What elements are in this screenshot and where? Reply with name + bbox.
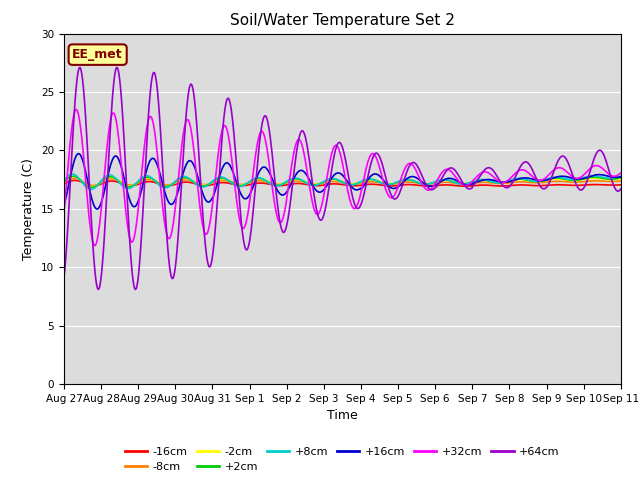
+2cm	[297, 177, 305, 183]
+32cm	[319, 199, 326, 204]
+64cm	[308, 181, 316, 187]
-16cm	[617, 182, 625, 188]
+16cm	[308, 182, 316, 188]
+64cm	[103, 185, 111, 191]
+2cm	[378, 180, 385, 186]
-16cm	[71, 178, 79, 183]
-16cm	[318, 182, 326, 188]
+16cm	[297, 168, 305, 173]
-8cm	[378, 180, 385, 186]
+16cm	[617, 174, 625, 180]
+2cm	[319, 180, 326, 185]
+2cm	[617, 175, 625, 180]
-16cm	[308, 182, 316, 188]
-16cm	[378, 182, 385, 188]
+8cm	[378, 180, 385, 186]
+2cm	[70, 173, 77, 179]
Y-axis label: Temperature (C): Temperature (C)	[22, 158, 35, 260]
+32cm	[60, 209, 68, 215]
-2cm	[297, 177, 305, 183]
Line: +32cm: +32cm	[64, 109, 621, 246]
+32cm	[308, 200, 316, 205]
+32cm	[297, 139, 305, 145]
-8cm	[70, 175, 78, 181]
+64cm	[319, 216, 326, 221]
+8cm	[104, 172, 111, 178]
Line: -8cm: -8cm	[64, 178, 621, 186]
+2cm	[104, 174, 111, 180]
-2cm	[308, 181, 316, 187]
-8cm	[127, 182, 134, 188]
+8cm	[60, 178, 68, 183]
+8cm	[617, 173, 625, 179]
-8cm	[104, 177, 111, 182]
Line: -16cm: -16cm	[64, 180, 621, 186]
+8cm	[68, 171, 76, 177]
+64cm	[113, 65, 120, 71]
-16cm	[461, 183, 469, 189]
-2cm	[617, 176, 625, 181]
-8cm	[297, 179, 305, 184]
+2cm	[127, 184, 134, 190]
X-axis label: Time: Time	[327, 409, 358, 422]
+8cm	[319, 180, 326, 185]
+8cm	[308, 183, 316, 189]
-2cm	[378, 180, 385, 185]
+32cm	[72, 107, 80, 112]
Title: Soil/Water Temperature Set 2: Soil/Water Temperature Set 2	[230, 13, 455, 28]
-2cm	[104, 175, 111, 181]
Line: +64cm: +64cm	[64, 68, 621, 289]
+16cm	[75, 151, 83, 156]
-8cm	[319, 180, 326, 186]
+32cm	[104, 136, 111, 142]
+16cm	[104, 173, 111, 179]
Line: +8cm: +8cm	[64, 174, 621, 190]
+64cm	[126, 244, 134, 250]
Legend: -16cm, -8cm, -2cm, +2cm, +8cm, +16cm, +32cm, +64cm: -16cm, -8cm, -2cm, +2cm, +8cm, +16cm, +3…	[121, 442, 564, 477]
-2cm	[70, 174, 77, 180]
-8cm	[308, 181, 316, 187]
-2cm	[127, 183, 134, 189]
+64cm	[378, 159, 385, 165]
-8cm	[60, 180, 68, 186]
+32cm	[91, 243, 99, 249]
+2cm	[60, 179, 68, 185]
Line: +16cm: +16cm	[64, 154, 621, 209]
+16cm	[319, 188, 326, 194]
-2cm	[60, 180, 68, 185]
-8cm	[89, 183, 97, 189]
+32cm	[127, 238, 134, 243]
Line: +2cm: +2cm	[64, 176, 621, 187]
-16cm	[60, 181, 68, 187]
+8cm	[127, 185, 134, 191]
+2cm	[88, 184, 96, 190]
+64cm	[617, 186, 625, 192]
-16cm	[297, 180, 305, 186]
-2cm	[319, 180, 326, 186]
Line: -2cm: -2cm	[64, 177, 621, 187]
+32cm	[617, 170, 625, 176]
-16cm	[104, 179, 111, 184]
+64cm	[60, 275, 68, 280]
-16cm	[126, 183, 134, 189]
+16cm	[127, 199, 134, 205]
+64cm	[297, 129, 305, 135]
-2cm	[88, 184, 96, 190]
-8cm	[617, 178, 625, 184]
+16cm	[60, 202, 68, 208]
+32cm	[378, 172, 385, 178]
+8cm	[87, 187, 95, 192]
+8cm	[297, 177, 305, 183]
+64cm	[131, 287, 139, 292]
+16cm	[93, 206, 101, 212]
Text: EE_met: EE_met	[72, 48, 123, 61]
+2cm	[308, 182, 316, 188]
+16cm	[378, 175, 385, 181]
